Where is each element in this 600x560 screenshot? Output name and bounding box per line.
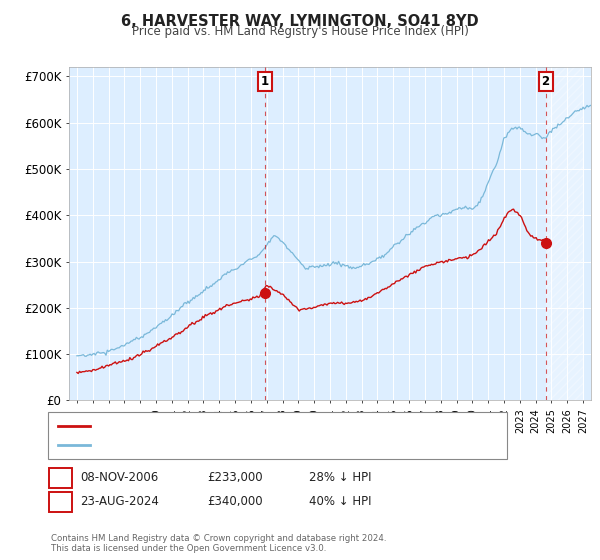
Text: 6, HARVESTER WAY, LYMINGTON, SO41 8YD: 6, HARVESTER WAY, LYMINGTON, SO41 8YD — [121, 14, 479, 29]
Bar — [545, 67, 583, 400]
Text: 1: 1 — [56, 471, 65, 484]
Text: £340,000: £340,000 — [207, 495, 263, 508]
Text: 2: 2 — [56, 495, 65, 508]
Text: 08-NOV-2006: 08-NOV-2006 — [80, 471, 158, 484]
Text: £233,000: £233,000 — [207, 471, 263, 484]
Text: 28% ↓ HPI: 28% ↓ HPI — [309, 471, 371, 484]
Text: 23-AUG-2024: 23-AUG-2024 — [80, 495, 158, 508]
Text: HPI: Average price, detached house, New Forest: HPI: Average price, detached house, New … — [96, 440, 359, 450]
Text: Price paid vs. HM Land Registry's House Price Index (HPI): Price paid vs. HM Land Registry's House … — [131, 25, 469, 38]
Text: 6, HARVESTER WAY, LYMINGTON, SO41 8YD (detached house): 6, HARVESTER WAY, LYMINGTON, SO41 8YD (d… — [96, 421, 433, 431]
Text: 2: 2 — [541, 74, 550, 87]
Text: Contains HM Land Registry data © Crown copyright and database right 2024.
This d: Contains HM Land Registry data © Crown c… — [51, 534, 386, 553]
Text: 40% ↓ HPI: 40% ↓ HPI — [309, 495, 371, 508]
Text: 1: 1 — [260, 74, 269, 87]
